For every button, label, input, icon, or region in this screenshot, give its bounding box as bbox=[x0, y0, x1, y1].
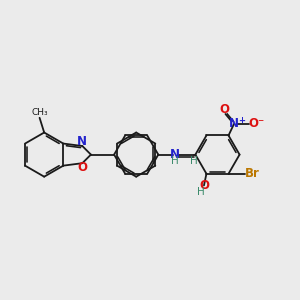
Text: H: H bbox=[190, 156, 197, 166]
Text: Br: Br bbox=[245, 167, 260, 180]
Text: CH₃: CH₃ bbox=[31, 108, 48, 117]
Text: H: H bbox=[171, 156, 179, 166]
Text: H: H bbox=[197, 187, 205, 197]
Text: O⁻: O⁻ bbox=[248, 117, 264, 130]
Text: O: O bbox=[219, 103, 229, 116]
Text: N: N bbox=[77, 135, 87, 148]
Text: +: + bbox=[238, 116, 245, 125]
Text: N: N bbox=[229, 117, 239, 130]
Text: O: O bbox=[199, 179, 209, 192]
Text: O: O bbox=[77, 161, 87, 174]
Text: N: N bbox=[170, 148, 180, 161]
